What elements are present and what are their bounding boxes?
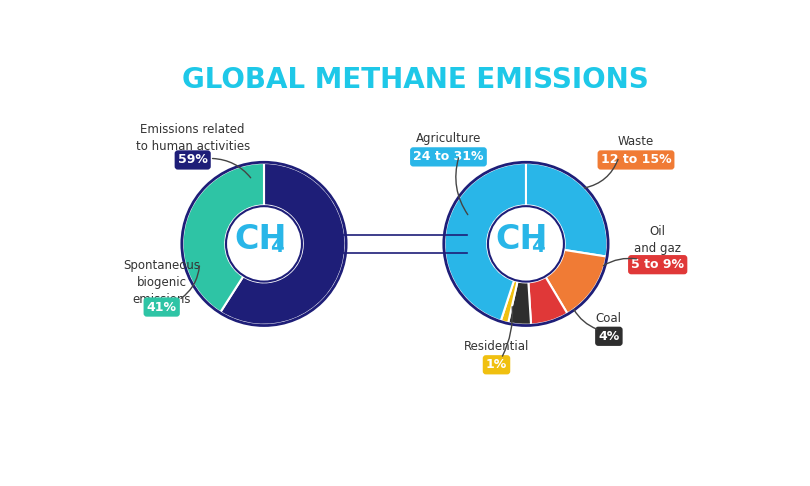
Text: Agriculture: Agriculture	[416, 132, 481, 145]
Text: 4: 4	[531, 238, 545, 257]
Text: CH: CH	[496, 223, 548, 256]
Text: 4: 4	[270, 238, 284, 257]
Text: 59%: 59%	[177, 154, 207, 167]
Text: 12 to 15%: 12 to 15%	[601, 154, 671, 167]
Wedge shape	[445, 163, 526, 321]
Text: CH: CH	[234, 223, 287, 256]
Text: Emissions related
to human activities: Emissions related to human activities	[135, 123, 249, 154]
Wedge shape	[220, 163, 345, 325]
Text: Waste: Waste	[618, 135, 654, 148]
Text: 41%: 41%	[147, 300, 177, 313]
Text: Residential: Residential	[464, 340, 529, 353]
Wedge shape	[501, 280, 518, 323]
Wedge shape	[546, 250, 607, 313]
Wedge shape	[526, 163, 608, 257]
Wedge shape	[182, 163, 264, 312]
Text: 4%: 4%	[599, 330, 620, 343]
Text: 24 to 31%: 24 to 31%	[413, 150, 484, 163]
Wedge shape	[528, 277, 567, 325]
Text: 5 to 9%: 5 to 9%	[631, 258, 684, 271]
Text: Oil
and gaz: Oil and gaz	[634, 225, 681, 255]
Text: Coal: Coal	[596, 312, 622, 325]
Text: Spontaneous
biogenic
emissions: Spontaneous biogenic emissions	[123, 259, 200, 306]
Text: 1%: 1%	[486, 358, 507, 371]
Text: GLOBAL METHANE EMISSIONS: GLOBAL METHANE EMISSIONS	[181, 66, 649, 94]
Wedge shape	[508, 281, 531, 325]
